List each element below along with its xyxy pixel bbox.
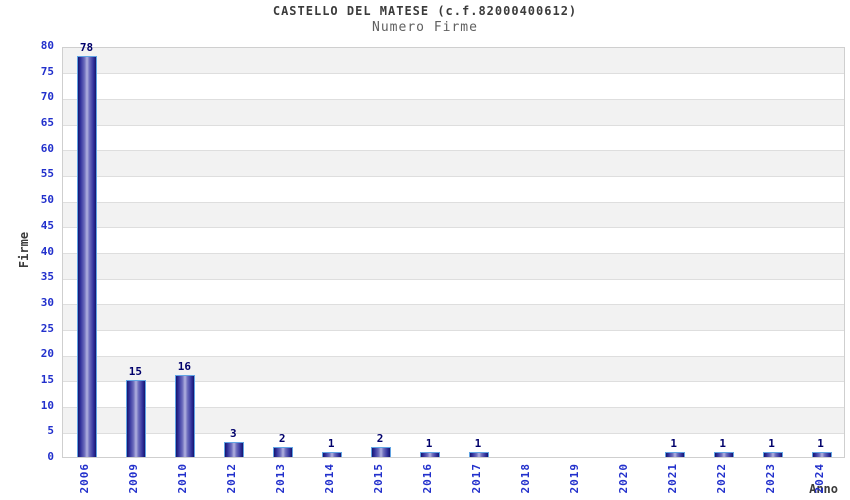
y-tick-label: 45 [40,218,54,232]
gridline [63,227,844,229]
y-tick-label: 55 [40,167,54,181]
bar-2012 [224,441,245,457]
x-tick-label: 2018 [518,463,532,494]
bar-2010 [175,374,196,457]
x-tick-label: 2019 [567,463,581,494]
bar-2017 [468,451,489,457]
bar-2013 [273,446,294,457]
x-tick-label: 2021 [665,463,679,494]
x-tick-label: 2023 [763,463,777,494]
gridline [63,381,844,383]
y-tick-label: 10 [40,398,54,412]
x-tick-label: 2006 [78,463,92,494]
bar-value-label: 78 [79,41,94,55]
y-tick-label: 35 [40,270,54,284]
y-tick-label: 50 [40,193,54,207]
y-tick-label: 0 [47,450,54,463]
y-tick-label: 25 [40,321,54,335]
bar-2021 [664,451,685,457]
bar-value-label: 1 [327,436,335,450]
y-tick-label: 40 [40,244,54,258]
bar-value-label: 2 [278,431,286,445]
y-tick-label: 20 [40,347,54,361]
gridline [63,355,844,357]
gridline [63,330,844,332]
gridline [63,73,844,75]
y-tick-label: 65 [40,116,54,130]
bar-value-label: 1 [425,436,433,450]
x-tick-label: 2017 [469,463,483,494]
y-tick-label: 30 [40,295,54,309]
x-tick-label: 2010 [176,463,190,494]
gridline [63,175,844,177]
x-tick-label: 2014 [323,463,337,494]
bar-2016 [420,451,441,457]
gridline [63,304,844,306]
chart-title: CASTELLO DEL MATESE (c.f.82000400612) [272,4,578,18]
y-tick-label: 75 [40,64,54,78]
plot-area [62,47,845,458]
gridline [63,407,844,409]
x-tick-label: 2020 [616,463,630,494]
gridline [63,150,844,152]
bar-2023 [762,451,783,457]
y-tick-label: 15 [40,372,54,386]
gridline [63,278,844,280]
bar-value-label: 15 [128,364,143,378]
y-tick-label: 60 [40,141,54,155]
gridline [63,98,844,100]
y-tick-label: 5 [47,424,54,438]
x-tick-label: 2024 [812,463,826,494]
bar-2009 [126,379,147,457]
x-tick-label: 2015 [372,463,386,494]
bar-value-label: 1 [474,436,482,450]
bar-value-label: 1 [817,436,824,450]
gridline [63,432,844,434]
x-tick-label: 2009 [127,463,141,494]
bar-2015 [371,446,392,457]
bar-2014 [322,451,343,457]
gridline [63,201,844,203]
x-tick-label: 2016 [421,463,435,494]
bar-value-label: 1 [670,436,678,450]
y-tick-label: 80 [40,39,54,52]
y-tick-label: 70 [40,90,54,104]
bar-value-label: 16 [177,359,191,373]
x-tick-label: 2012 [225,463,239,494]
chart-subtitle: Numero Firme [372,20,478,35]
bar-value-label: 1 [719,436,726,450]
gridline [63,253,844,254]
bar-2022 [713,451,734,457]
x-tick-label: 2022 [714,463,728,494]
bar-2006 [77,56,98,457]
bar-value-label: 2 [376,431,384,445]
x-tick-label: 2013 [274,463,288,494]
gridline [63,124,844,126]
bar-value-label: 3 [229,426,237,440]
bar-2024 [811,451,832,457]
x-axis-label: Anno [809,482,838,496]
bar-value-label: 1 [768,436,775,450]
